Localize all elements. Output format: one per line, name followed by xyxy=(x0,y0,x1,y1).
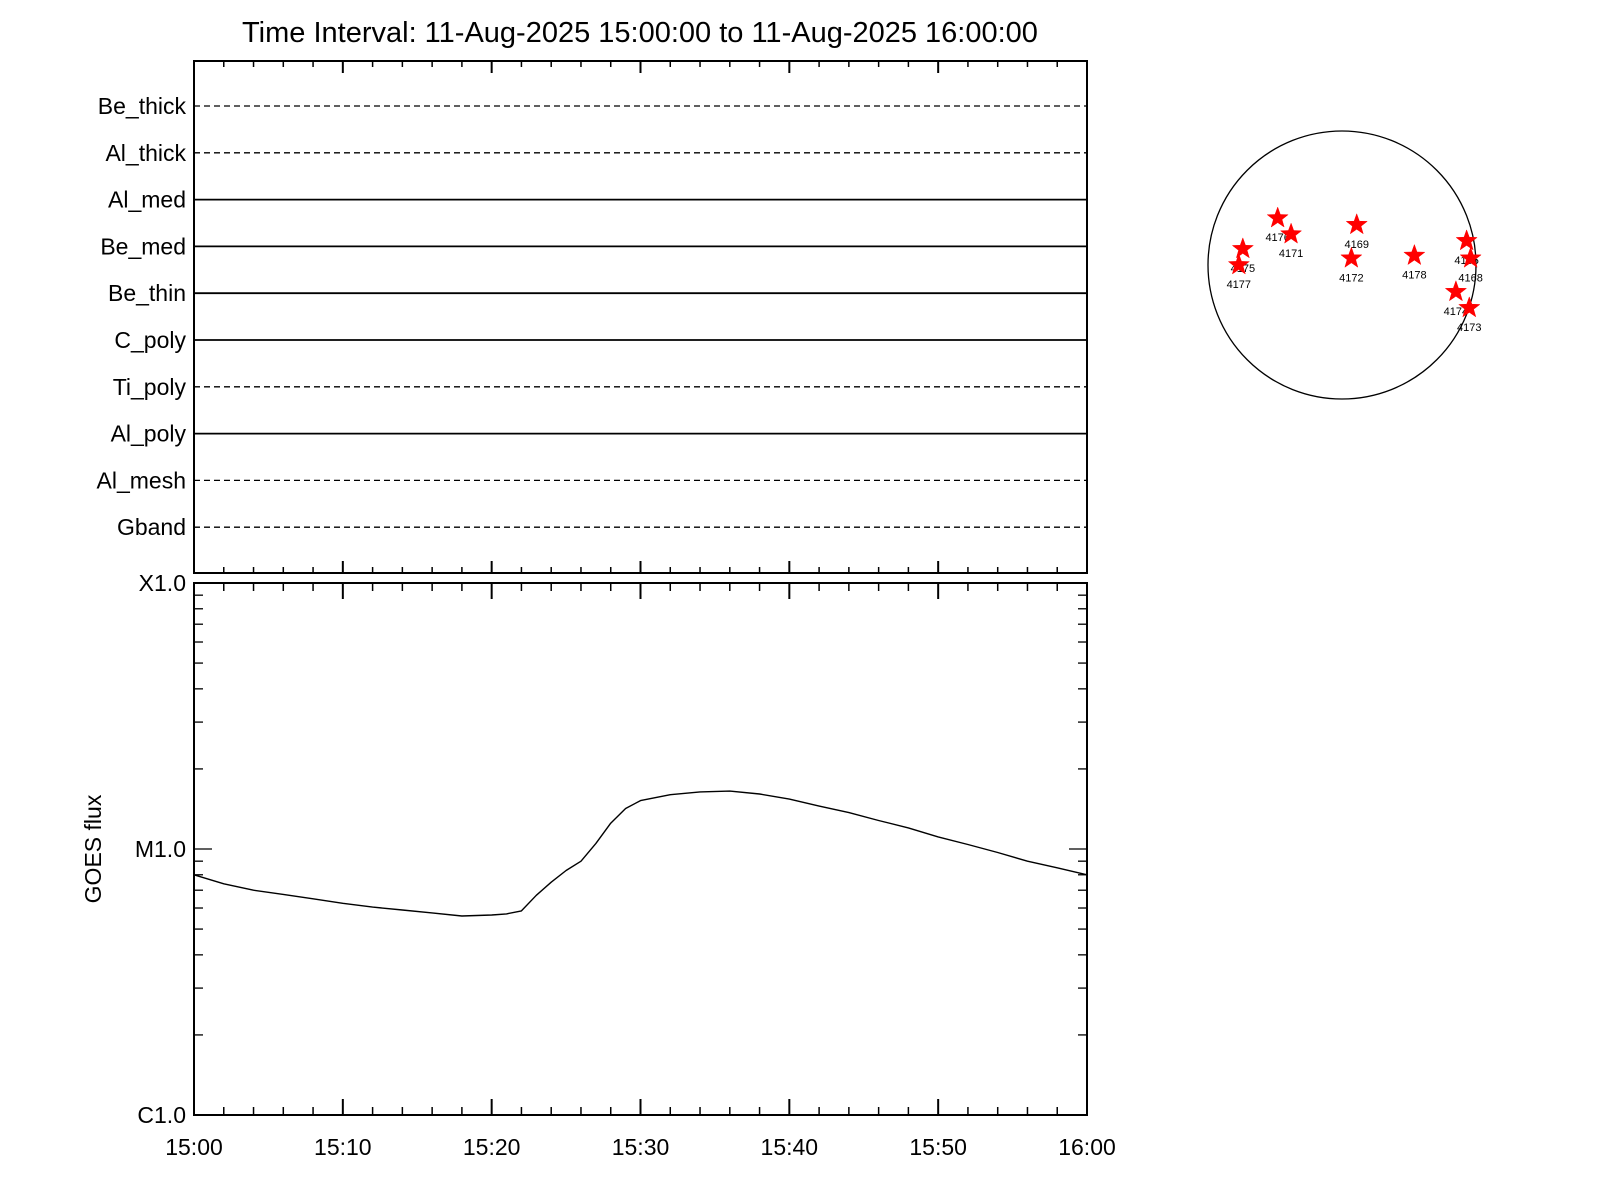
channel-label: Be_thick xyxy=(98,93,187,119)
goes-ytick-label: C1.0 xyxy=(137,1102,186,1128)
channel-label: Be_thin xyxy=(108,280,186,306)
solar-disk-map: 4175417741764171416941724178416541684174… xyxy=(1207,130,1483,400)
filter-timeline-panel: Be_thick Al_thick Al_med Be_med Be_thin C_pol… xyxy=(97,60,1088,574)
goes-xtick-label: 15:20 xyxy=(463,1134,521,1160)
active-region-label: 4178 xyxy=(1402,270,1426,282)
goes-ylabel: GOES flux xyxy=(80,794,106,903)
goes-ytick-label: M1.0 xyxy=(135,836,186,862)
channel-label: Al_thick xyxy=(105,140,186,166)
active-region-label: 4171 xyxy=(1279,248,1303,260)
active-region-star xyxy=(1231,237,1255,259)
active-region-label: 4168 xyxy=(1458,272,1482,284)
goes-xtick-label: 15:40 xyxy=(761,1134,819,1160)
active-region-star xyxy=(1227,253,1251,275)
active-region-star xyxy=(1459,246,1482,268)
active-region-label: 4173 xyxy=(1457,322,1481,334)
channel-label: Al_med xyxy=(108,187,186,213)
goes-xtick-label: 16:00 xyxy=(1058,1134,1116,1160)
active-region-label: 4174 xyxy=(1444,306,1468,318)
channel-label: Al_poly xyxy=(111,421,187,447)
active-region-star xyxy=(1279,222,1303,244)
active-region-label: 4169 xyxy=(1344,239,1368,251)
active-region-label: 4177 xyxy=(1227,279,1251,291)
channel-label: C_poly xyxy=(114,327,186,353)
channel-label: Gband xyxy=(117,514,186,540)
active-region-star xyxy=(1345,213,1368,235)
active-region-star xyxy=(1340,246,1363,268)
goes-xtick-label: 15:50 xyxy=(909,1134,967,1160)
timeline-frame xyxy=(193,60,1088,574)
active-region-label: 4176 xyxy=(1265,232,1289,244)
chart-title: Time Interval: 11-Aug-2025 15:00:00 to 1… xyxy=(242,17,1038,49)
goes-xtick-label: 15:30 xyxy=(612,1134,670,1160)
active-region-star xyxy=(1458,296,1481,318)
active-region-star xyxy=(1455,229,1478,251)
goes-flux-panel: X1.0 M1.0 C1.0 GOES flux 15:00 15:10 15:20 15:3… xyxy=(80,570,1116,1160)
channel-label: Al_mesh xyxy=(97,467,186,493)
goes-xtick-label: 15:10 xyxy=(314,1134,372,1160)
active-region-star xyxy=(1266,206,1289,228)
goes-flux-line xyxy=(193,790,1088,917)
active-region-star xyxy=(1403,243,1426,266)
active-region-star xyxy=(1444,280,1468,302)
channel-label: Ti_poly xyxy=(113,374,187,400)
goes-ytick-label: X1.0 xyxy=(139,570,186,596)
goes-frame xyxy=(193,582,1088,1116)
goes-xtick-label: 15:00 xyxy=(165,1134,223,1160)
channel-label: Be_med xyxy=(100,233,186,259)
active-region-label: 4172 xyxy=(1339,272,1363,284)
